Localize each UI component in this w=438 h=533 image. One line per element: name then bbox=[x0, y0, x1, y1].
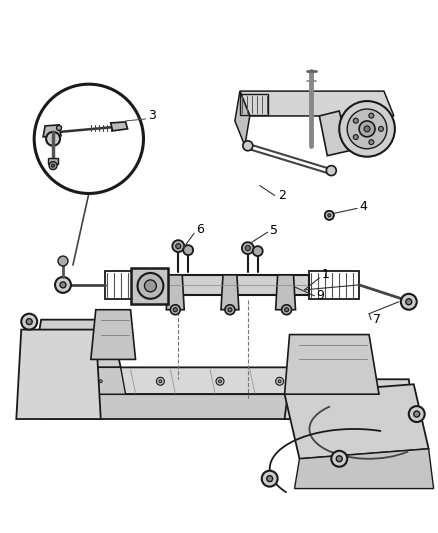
Circle shape bbox=[378, 126, 383, 131]
Circle shape bbox=[339, 101, 395, 157]
Circle shape bbox=[353, 118, 358, 123]
Circle shape bbox=[278, 380, 281, 383]
Circle shape bbox=[170, 305, 180, 314]
Circle shape bbox=[172, 240, 184, 252]
Circle shape bbox=[97, 377, 105, 385]
Circle shape bbox=[338, 380, 341, 383]
Circle shape bbox=[145, 280, 156, 292]
Circle shape bbox=[409, 406, 425, 422]
Text: 3: 3 bbox=[148, 109, 156, 123]
Circle shape bbox=[347, 109, 387, 149]
Polygon shape bbox=[33, 367, 126, 394]
Circle shape bbox=[57, 125, 61, 131]
Circle shape bbox=[285, 308, 289, 312]
Circle shape bbox=[55, 277, 71, 293]
Circle shape bbox=[401, 294, 417, 310]
Circle shape bbox=[353, 134, 358, 140]
Circle shape bbox=[245, 246, 250, 251]
Text: 1: 1 bbox=[321, 269, 329, 281]
Text: 4: 4 bbox=[359, 200, 367, 213]
Circle shape bbox=[336, 456, 342, 462]
Circle shape bbox=[228, 308, 232, 312]
Circle shape bbox=[369, 113, 374, 118]
Circle shape bbox=[406, 299, 412, 305]
Circle shape bbox=[176, 244, 181, 248]
Circle shape bbox=[262, 471, 278, 487]
Text: 2: 2 bbox=[278, 189, 286, 202]
Polygon shape bbox=[285, 384, 429, 459]
Circle shape bbox=[58, 256, 68, 266]
Circle shape bbox=[414, 411, 420, 417]
Polygon shape bbox=[162, 275, 309, 295]
Circle shape bbox=[52, 164, 55, 167]
Circle shape bbox=[99, 380, 102, 383]
Circle shape bbox=[335, 377, 343, 385]
Circle shape bbox=[331, 451, 347, 467]
Circle shape bbox=[46, 132, 60, 146]
Circle shape bbox=[216, 377, 224, 385]
Circle shape bbox=[276, 377, 283, 385]
Circle shape bbox=[328, 214, 331, 217]
Polygon shape bbox=[221, 275, 239, 310]
Polygon shape bbox=[41, 394, 379, 419]
Polygon shape bbox=[111, 122, 127, 131]
Polygon shape bbox=[240, 91, 394, 116]
Circle shape bbox=[325, 211, 334, 220]
Polygon shape bbox=[166, 275, 184, 310]
Circle shape bbox=[369, 140, 374, 144]
Circle shape bbox=[34, 84, 144, 193]
Circle shape bbox=[325, 211, 334, 220]
Circle shape bbox=[359, 121, 375, 137]
Circle shape bbox=[219, 380, 222, 383]
Text: 5: 5 bbox=[270, 224, 278, 237]
Circle shape bbox=[49, 161, 57, 169]
Polygon shape bbox=[285, 335, 379, 394]
Polygon shape bbox=[16, 329, 101, 419]
Circle shape bbox=[253, 246, 263, 256]
Circle shape bbox=[267, 475, 273, 482]
Circle shape bbox=[326, 166, 336, 175]
Polygon shape bbox=[46, 367, 374, 394]
Polygon shape bbox=[131, 268, 168, 304]
Circle shape bbox=[282, 305, 292, 314]
Circle shape bbox=[183, 245, 193, 255]
Text: 6: 6 bbox=[196, 223, 204, 236]
Circle shape bbox=[138, 273, 163, 299]
Polygon shape bbox=[285, 379, 414, 419]
Circle shape bbox=[173, 308, 177, 312]
Circle shape bbox=[60, 282, 66, 288]
Polygon shape bbox=[319, 111, 349, 156]
Circle shape bbox=[364, 126, 370, 132]
Circle shape bbox=[159, 380, 162, 383]
Text: 9: 9 bbox=[316, 289, 324, 302]
Circle shape bbox=[21, 314, 37, 329]
Circle shape bbox=[243, 141, 253, 151]
Polygon shape bbox=[294, 449, 434, 489]
Polygon shape bbox=[276, 275, 296, 310]
Text: 7: 7 bbox=[373, 313, 381, 326]
Polygon shape bbox=[235, 91, 250, 146]
Circle shape bbox=[26, 319, 32, 325]
Polygon shape bbox=[91, 310, 135, 359]
Polygon shape bbox=[48, 158, 58, 164]
Polygon shape bbox=[43, 125, 61, 137]
Polygon shape bbox=[33, 320, 120, 367]
Circle shape bbox=[156, 377, 164, 385]
Circle shape bbox=[225, 305, 235, 314]
Circle shape bbox=[242, 242, 254, 254]
